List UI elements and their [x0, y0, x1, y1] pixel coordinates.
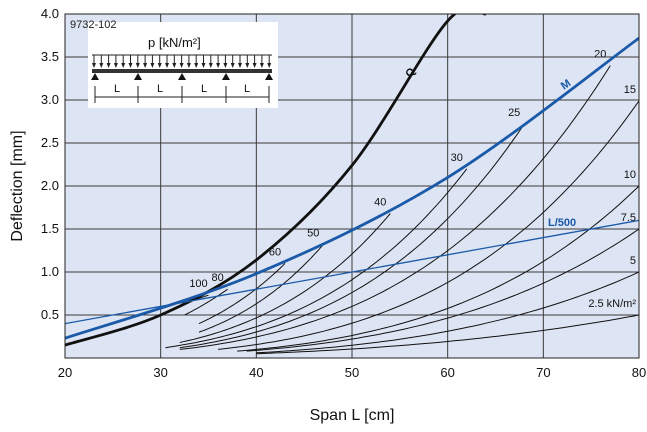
load-curve [184, 288, 228, 316]
load-arrow-head [157, 63, 162, 68]
load-curve-label: 20 [594, 49, 606, 61]
load-arrow-head [201, 63, 206, 68]
load-curve [256, 271, 639, 354]
load-curve [256, 314, 639, 355]
doc-id: 9732-102 [70, 19, 117, 31]
load-curve-label: 2.5 kN/m² [588, 298, 636, 310]
span-label-4: L [244, 83, 250, 95]
load-arrows [92, 54, 272, 68]
load-curve [179, 123, 525, 349]
x-tick-label: 60 [440, 365, 454, 380]
y-tick-label: 1.5 [41, 221, 59, 236]
load-arrow-head [230, 63, 235, 68]
y-tick-label: 4.0 [41, 6, 59, 21]
load-arrow-head [186, 63, 191, 68]
curves [165, 65, 639, 355]
support-triangle [178, 73, 186, 80]
series-line-l500 [65, 219, 639, 325]
load-curve [198, 263, 286, 325]
x-tick-label: 30 [153, 365, 167, 380]
load-arrow-head [128, 63, 133, 68]
load-arrow-head [194, 63, 199, 68]
beam-inset: 9732-102 p [kN/m²] L L L L [70, 19, 278, 108]
load-arrow-head [113, 63, 118, 68]
load-curve [246, 228, 639, 352]
y-tick-label: 2.0 [41, 178, 59, 193]
support-triangle [134, 73, 142, 80]
load-arrow-head [245, 63, 250, 68]
span-dimensions: L L L L [94, 83, 270, 103]
load-curve-label: 7.5 [621, 212, 636, 224]
load-curve [179, 213, 391, 343]
load-curve-label: 25 [508, 107, 520, 119]
load-arrow-head [179, 63, 184, 68]
load-curve [198, 244, 324, 333]
x-tick-label: 50 [345, 365, 359, 380]
load-curve-label: 10 [624, 169, 636, 181]
support-triangle [91, 73, 99, 80]
load-curve-label: 5 [630, 255, 636, 267]
load-curve-label: 80 [212, 272, 224, 284]
support-triangle [265, 73, 273, 80]
supports [91, 73, 273, 80]
beam [92, 69, 272, 73]
load-curve-label: 100 [189, 278, 207, 290]
load-arrow-head [216, 63, 221, 68]
series-line-q [65, 14, 487, 347]
span-label-1: L [114, 83, 120, 95]
load-arrow-head [92, 63, 96, 68]
load-curve [179, 65, 611, 350]
load-curve-label: 15 [624, 84, 636, 96]
load-arrow-head [267, 63, 272, 68]
support-triangle [222, 73, 230, 80]
load-arrow-head [150, 63, 155, 68]
load-curve [237, 185, 639, 352]
load-curve [218, 100, 639, 350]
span-label-2: L [157, 83, 163, 95]
load-curve-label: 40 [374, 197, 386, 209]
load-arrow-head [252, 63, 257, 68]
grid [65, 14, 639, 358]
plot-frame [64, 13, 640, 359]
y-axis-title: Deflection [mm] [9, 130, 26, 241]
x-tick-label: 20 [58, 365, 72, 380]
main-series [65, 14, 639, 347]
y-tick-label: 2.5 [41, 135, 59, 150]
span-label-3: L [201, 83, 207, 95]
x-tick-label: 70 [536, 365, 550, 380]
load-arrow-head [223, 63, 228, 68]
x-tick-label: 40 [249, 365, 263, 380]
x-axis-title: Span L [cm] [310, 407, 395, 424]
curve-labels: 100 80 60 50 40 30 25 20 15 10 7.5 5 2.5 kN/m² [189, 49, 636, 310]
load-arrow-head [99, 63, 104, 68]
y-tick-label: 3.5 [41, 49, 59, 64]
load-arrow-head [208, 63, 213, 68]
load-arrow-head [238, 63, 242, 68]
series-line-m [65, 36, 639, 340]
load-arrow-head [106, 63, 111, 68]
load-arrow-head [135, 63, 140, 68]
label-l500: L/500 [548, 217, 576, 229]
load-label: p [kN/m²] [148, 35, 201, 50]
load-curve-label: 60 [269, 246, 281, 258]
x-tick-label: 80 [632, 365, 646, 380]
y-tick-label: 3.0 [41, 92, 59, 107]
load-curve-label: 30 [451, 152, 463, 164]
load-arrow-head [172, 63, 177, 68]
load-curve [165, 168, 468, 349]
load-curve-label: 50 [307, 227, 319, 239]
load-arrow-head [165, 63, 169, 68]
y-tick-label: 1.0 [41, 264, 59, 279]
load-arrow-head [143, 63, 148, 68]
y-tick-label: 0.5 [41, 307, 59, 322]
axes: 20 30 40 50 60 70 80 0.5 1.0 1.5 2.0 2.5 3.0 3.5 4.0 [41, 6, 646, 380]
load-arrow-head [121, 63, 126, 68]
load-arrow-head [259, 63, 264, 68]
